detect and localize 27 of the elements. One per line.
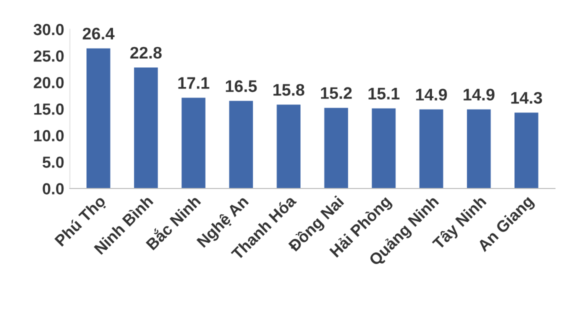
bar	[86, 48, 110, 188]
bar	[372, 108, 396, 188]
data-label: 14.9	[416, 88, 447, 101]
bar	[276, 104, 301, 188]
y-tick-label: 10.0	[34, 130, 64, 142]
bar	[229, 100, 253, 188]
bar	[466, 109, 491, 188]
data-label: 26.4	[82, 28, 115, 40]
y-tick-label: 20.0	[34, 76, 64, 88]
data-label: 15.1	[368, 88, 400, 100]
data-label: 14.9	[464, 88, 494, 101]
data-label: 15.2	[321, 87, 352, 99]
y-tick-label: 30.0	[34, 24, 64, 36]
data-label: 15.8	[273, 84, 304, 96]
y-tick-label: 5.0	[42, 156, 64, 168]
data-label: 16.5	[226, 80, 257, 92]
data-label: 14.3	[511, 92, 542, 104]
y-tick-label: 15.0	[34, 104, 64, 115]
data-label: 22.8	[130, 46, 162, 59]
bar	[182, 98, 206, 188]
y-tick-label: 25.0	[34, 50, 64, 62]
bar	[134, 67, 158, 188]
data-label: 17.1	[178, 77, 210, 89]
bar	[324, 108, 348, 188]
y-tick-label: 0.0	[42, 183, 64, 194]
bar	[419, 109, 444, 188]
bar	[514, 112, 538, 188]
